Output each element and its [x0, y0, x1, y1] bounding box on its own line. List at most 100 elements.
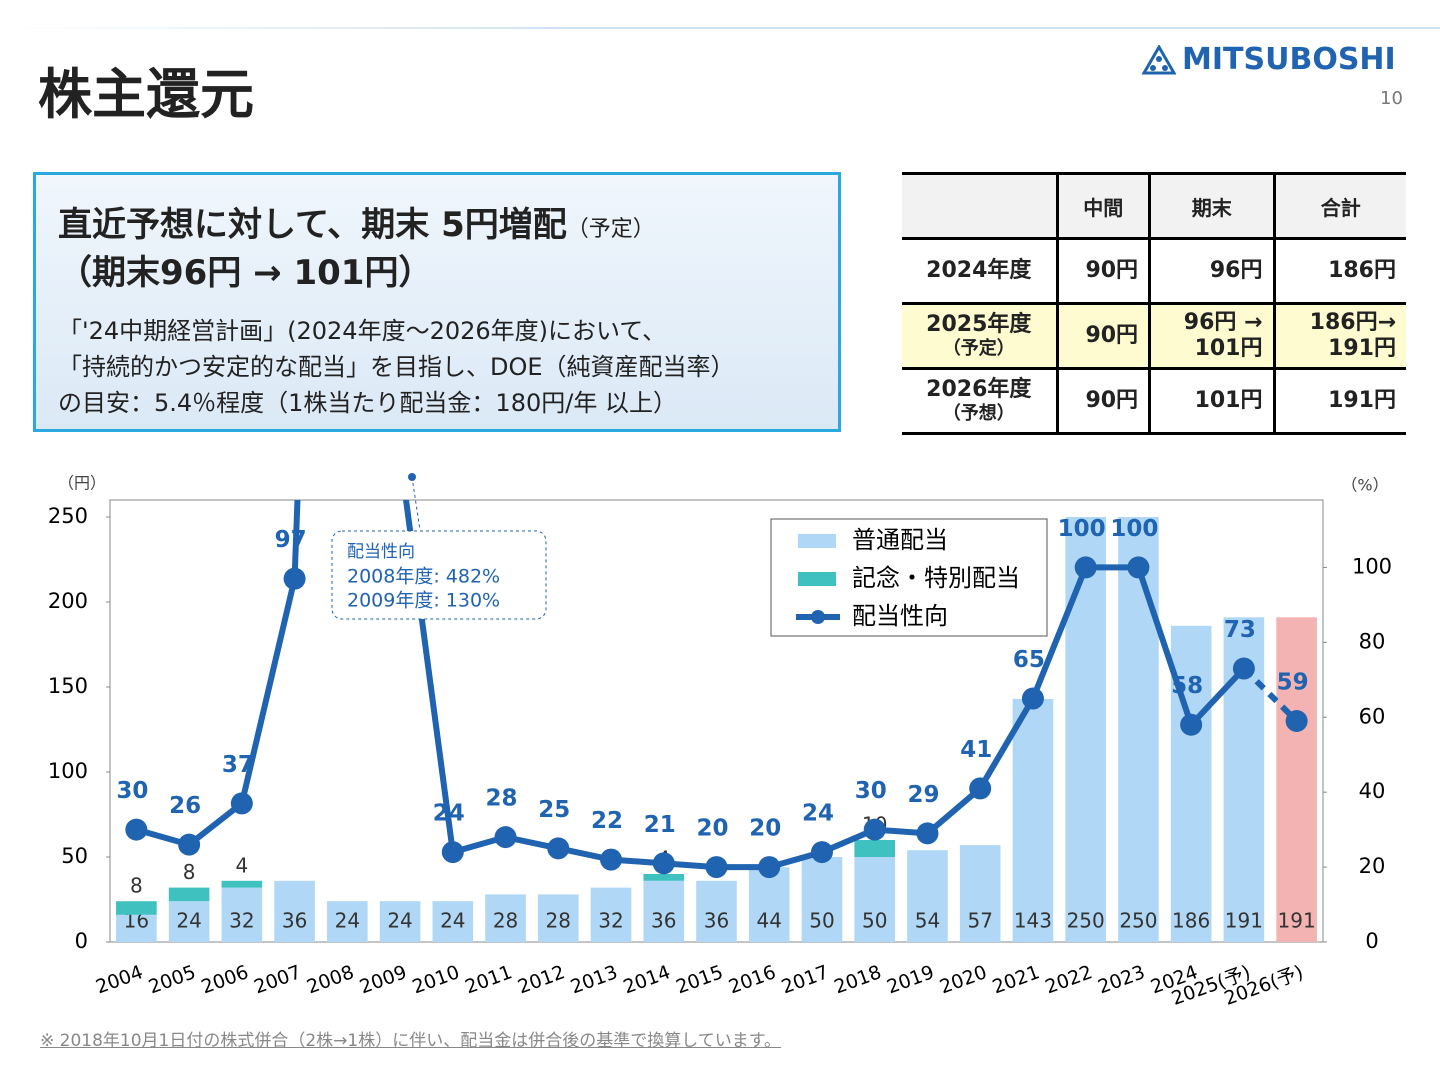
bar-value-label: 4 [235, 853, 248, 877]
line-group [125, 444, 1308, 879]
bar [643, 874, 685, 881]
headline2: （期末96円 → 101円） [58, 253, 433, 293]
bar-value-label: 24 [387, 909, 412, 933]
line-value-label: 25 [538, 797, 570, 823]
x-tick-label: 2020 [937, 961, 990, 998]
bar [1276, 617, 1317, 942]
bar-value-label: 24 [335, 909, 360, 933]
x-tick-label: 2012 [515, 961, 568, 998]
line-point [705, 856, 728, 879]
line-point [283, 567, 306, 590]
line-value-label: 73 [1224, 617, 1256, 643]
line-value-label: 30 [855, 778, 887, 804]
line-point [547, 837, 570, 860]
bar [643, 880, 685, 942]
bar-value-label: 32 [229, 909, 254, 933]
line-value-label: 20 [696, 816, 728, 842]
line-point [916, 822, 939, 845]
logo: MITSUBOSHI [1142, 42, 1396, 77]
y-tick-label: 50 [61, 844, 88, 868]
line-point [810, 841, 833, 864]
highlight-box: 直近予想に対して、期末 5円増配（予定） （期末96円 → 101円） 「'24… [33, 172, 841, 432]
line-value-label: 58 [1171, 673, 1203, 699]
bar-value-label: 143 [1014, 909, 1052, 933]
bar [274, 880, 315, 942]
dividend-table: 中間 期末 合計 2024年度 90円 96円 186円 2025年度 （予定） 90円 96円 →… [902, 172, 1406, 435]
bar [696, 880, 737, 942]
bar [1065, 517, 1106, 942]
line-point [1127, 556, 1150, 579]
line-value-label: 30 [116, 778, 148, 804]
row-label: 2026年度 （予想） [902, 367, 1058, 435]
table-cell: 90円 [1055, 237, 1150, 305]
x-tick-label: 2018 [831, 961, 884, 998]
body-line: 「持続的かつ安定的な配当」を目指し、DOE（純資産配当率） [58, 353, 735, 381]
line-point [389, 444, 411, 466]
row-label: 2025年度 （予定） [902, 302, 1058, 370]
bar [1118, 517, 1159, 942]
y2-tick-label: 100 [1352, 554, 1392, 578]
line-point [441, 841, 464, 864]
line-point [125, 818, 148, 841]
table-body: 中間 期末 合計 2024年度 90円 96円 186円 2025年度 （予定） 90円 96円 →… [902, 172, 1406, 435]
line-point [600, 848, 623, 871]
page-title: 株主還元 [38, 63, 254, 126]
line-point [758, 856, 781, 879]
x-tick-label: 2007 [251, 961, 304, 998]
line-value-label: 24 [802, 801, 834, 827]
line-value-label: 20 [749, 816, 781, 842]
legend-label: 配当性向 [852, 602, 948, 630]
bar [116, 901, 157, 915]
bar [116, 914, 157, 942]
table-cell: 186円→ 191円 [1272, 302, 1406, 370]
legend-swatch [798, 572, 836, 586]
y-axis-label: （円） [58, 474, 106, 493]
annotation-title: 配当性向 [347, 542, 415, 562]
x-tick-label: 2010 [409, 961, 462, 998]
x-tick-label: 2011 [462, 961, 515, 998]
bar [168, 887, 210, 902]
x-tick-label: 2009 [357, 961, 410, 998]
line-point [1180, 713, 1203, 736]
bar-value-label: 44 [757, 909, 782, 933]
line-point [178, 833, 201, 856]
line-value-label: 97 [275, 527, 307, 553]
legend-label: 普通配当 [852, 526, 948, 554]
bar [537, 894, 579, 942]
bar [221, 887, 263, 942]
bar [221, 880, 263, 888]
bar [379, 901, 421, 942]
y2-tick-label: 40 [1359, 779, 1386, 803]
x-tick-label: 2004 [93, 961, 146, 998]
x-tick-label: 2016 [726, 961, 779, 998]
table-header: 中間 期末 合計 [902, 172, 1406, 240]
line-value-label: 26 [169, 793, 201, 819]
line-value-label: 59 [1277, 670, 1309, 696]
table-row: 2024年度 90円 96円 186円 [902, 237, 1406, 305]
legend-label: 記念・特別配当 [852, 564, 1020, 592]
column-header: 中間 [1055, 172, 1150, 240]
line-value-label: 65 [1013, 647, 1045, 673]
bar [854, 857, 896, 942]
headline-text: 直近予想に対して、期末 5円増配 [58, 205, 567, 245]
bar-value-label: 28 [546, 909, 571, 933]
row-label-text: 2026年度 [926, 377, 1032, 402]
line-value-label: 24 [433, 801, 465, 827]
bar-value-label: 8 [130, 874, 143, 898]
bar [590, 887, 632, 942]
column-header: 期末 [1148, 172, 1274, 240]
table-cell: 96円 → 101円 [1148, 302, 1274, 370]
row-label-text: 2024年度 [926, 257, 1032, 283]
annotation-box [331, 530, 547, 620]
y-tick-label: 100 [48, 759, 88, 783]
table-row: 2025年度 （予定） 90円 96円 → 101円 186円→ 191円 [902, 302, 1406, 370]
bar [327, 901, 368, 942]
x-tick-label: 2015 [673, 961, 726, 998]
row-label-text: 2025年度 [926, 312, 1032, 337]
bar-value-label: 57 [967, 909, 992, 933]
logo-text: MITSUBOSHI [1182, 42, 1396, 77]
top-rule [0, 27, 1440, 29]
row-label: 2024年度 [902, 237, 1058, 305]
bar-value-label: 191 [1225, 909, 1263, 933]
